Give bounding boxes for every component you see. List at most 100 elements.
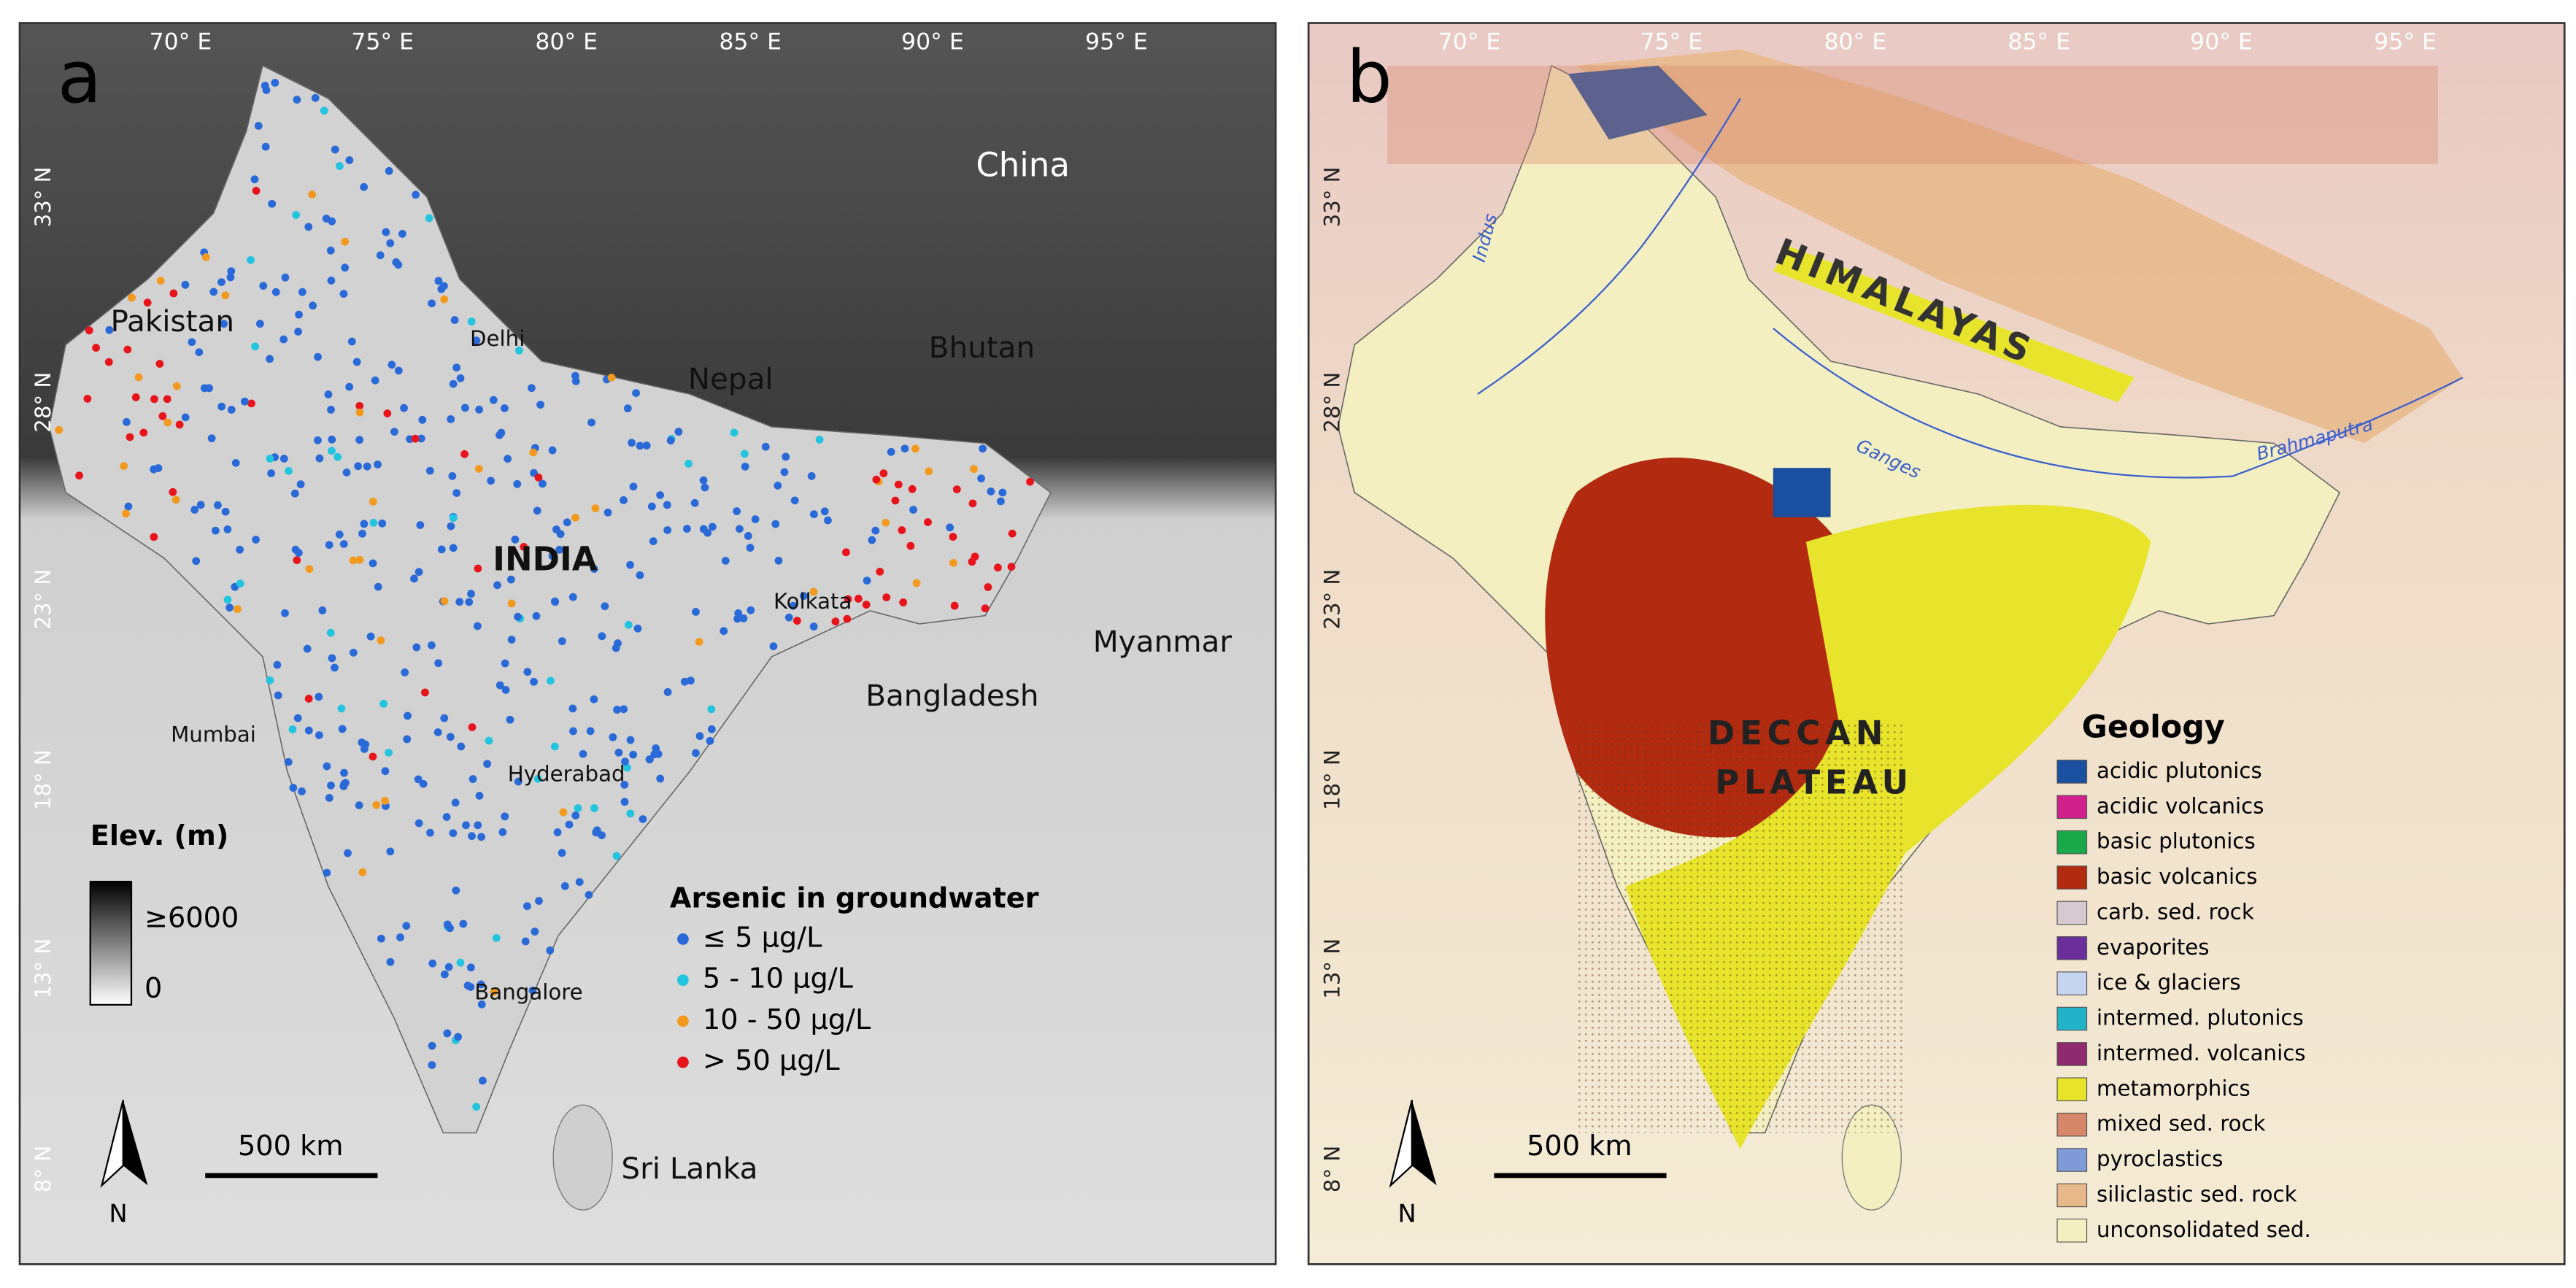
sample-dot [587,418,595,427]
sample-dot [412,190,420,199]
sample-dot [998,488,1007,497]
sample-dot [273,660,282,669]
sample-dot [746,544,755,552]
legend-swatch [677,974,689,987]
sample-dot [404,712,412,720]
sample-dot [268,199,277,208]
sample-dot [428,959,437,968]
sample-dot [444,963,453,971]
legend-swatch [2056,1218,2088,1243]
sample-dot [217,278,225,287]
sample-dot [854,595,863,603]
sample-dot [284,757,293,766]
legend-label: mixed sed. rock [2097,1111,2266,1136]
sample-dot [377,934,385,943]
sample-dot [575,878,584,886]
sample-dot [434,277,443,285]
sample-dot [636,571,644,579]
sample-dot [468,775,477,783]
sample-dot [695,638,703,646]
sample-dot [842,548,850,557]
sample-dot [55,425,63,434]
sample-dot [449,829,458,838]
sample-dot [529,448,538,457]
legend-title: Arsenic in groundwater [670,882,1039,914]
river [1773,328,2233,479]
sample-dot [876,567,884,576]
sample-dot [440,714,449,722]
sample-dot [730,428,739,437]
sample-dot [169,289,178,298]
sample-dot [1008,529,1017,538]
sample-dot [614,748,623,757]
sample-dot [1026,477,1034,486]
sample-dot [466,983,475,991]
sample-dot [591,504,600,512]
sample-dot [629,750,638,759]
sample-dot [467,590,475,598]
north-label: N [109,1199,127,1227]
sample-dot [682,525,691,533]
sample-dot [497,428,506,437]
sample-dot [455,598,464,606]
sample-dot [685,460,693,468]
sample-dot [626,809,635,818]
sample-dot [360,520,369,528]
sample-dot [105,325,114,334]
sample-dot [293,714,302,722]
sample-dot [707,725,716,733]
sample-dot [568,704,577,713]
sample-dot [628,439,636,447]
longitude-label: 85° E [719,28,782,55]
sample-dot [340,768,348,777]
sample-dot [887,447,895,456]
sample-dot [911,444,919,453]
sample-dot [225,603,234,612]
longitude-label: 90° E [901,28,964,55]
scale-label: 500 km [238,1130,344,1162]
sample-dot [695,732,704,741]
sample-dot [355,401,364,410]
sample-dot [341,237,350,246]
sample-dot [448,472,457,480]
sample-dot [379,699,388,708]
sample-dot [403,735,412,744]
sample-dot [414,819,423,828]
sample-dot [446,733,455,741]
place-label: Bangalore [474,980,582,1005]
sample-dot [327,276,336,285]
sample-dot [207,434,216,443]
sample-dot [501,812,509,821]
sample-dot [451,798,460,807]
sample-dot [342,468,351,477]
sample-dot [741,463,749,471]
legend-label: intermed. plutonics [2097,1006,2304,1030]
sample-dot [169,487,177,496]
island [552,1104,613,1211]
sample-dot [259,282,268,290]
sample-dot [460,450,468,458]
sample-dot [898,526,906,534]
sample-dot [214,501,222,509]
sample-dot [398,230,406,238]
sample-dot [699,525,708,533]
legend-swatch [2056,936,2088,960]
sample-dot [552,525,560,533]
sample-dot [226,273,235,282]
sample-dot [614,639,622,647]
sample-dot [293,556,301,565]
sample-dot [475,792,484,800]
place-label: Nepal [688,361,774,396]
sample-dot [328,217,336,225]
sample-dot [247,399,255,408]
sample-dot [318,606,327,614]
sample-dot [123,417,131,426]
sample-dot [252,536,260,544]
sample-dot [820,507,829,516]
sample-dot [454,1033,463,1041]
longitude-label: 70° E [150,28,212,55]
sample-dot [872,475,881,484]
legend-label: evaporites [2097,935,2209,960]
sample-dot [558,637,566,646]
sample-dot [92,344,100,352]
